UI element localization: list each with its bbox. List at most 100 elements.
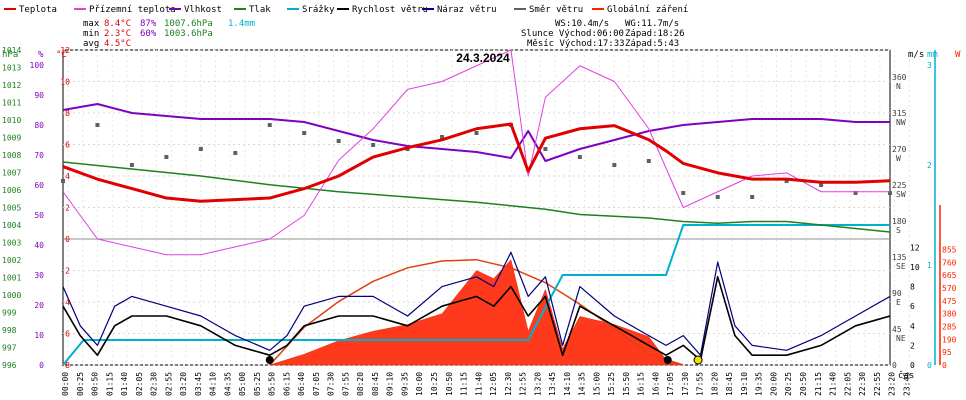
wind-direction-point [129,163,134,167]
legend-label-6: Náraz větru [437,5,497,15]
x-tick-label: 06:15 [282,372,291,396]
wind-gust-line [62,251,891,356]
wind-direction-point [371,143,376,147]
x-tick-label: 12:05 [489,372,498,396]
x-tick-label: 05:25 [253,372,262,396]
w-tick: 570 [942,284,957,293]
ms-axis-label: m/s [908,50,924,60]
x-tick-label: 15:00 [592,372,601,396]
dir-tick-value: 90 [892,289,902,298]
pct-tick: 20 [34,301,44,310]
x-tick-label: 05:50 [268,372,277,396]
pct-tick: 60 [34,181,44,190]
x-tick-label: 03:45 [194,372,203,396]
x-tick-label: 17:30 [681,372,690,396]
mm-tick: 2 [927,161,932,170]
wind-direction-point [715,195,720,199]
x-tick-label: 00:25 [76,372,85,396]
x-tick-label: 07:55 [341,372,350,396]
pct-tick: 40 [34,241,44,250]
x-tick-label: 01:15 [105,372,114,396]
x-tick-label: 00:00 [61,372,70,396]
x-tick-label: 07:05 [312,372,321,396]
info-wg: WG:11.7m/s [625,19,679,29]
dir-tick-value: 45 [892,325,902,334]
x-tick-label: 02:05 [135,372,144,396]
temp-tick: -2 [60,267,70,276]
x-tick-label: 16:40 [651,372,660,396]
wind-direction-point [612,163,617,167]
ms-tick: 8 [910,283,915,292]
x-tick-label: 19:10 [740,372,749,396]
wind-direction-point [474,131,479,135]
dir-tick-label: W [896,154,901,163]
wind-direction-point [61,179,65,183]
radiation-area [269,259,684,366]
ms-tick: 2 [910,341,915,350]
hpa-tick: 1011 [2,99,21,108]
wind-direction-point [646,159,651,163]
hpa-tick: 999 [2,309,17,318]
temp-tick: -4 [60,298,70,307]
hpa-tick: 1010 [2,116,21,125]
temp-axis-label: °C [56,50,67,60]
pct-tick: 90 [34,91,44,100]
stat-label: max [83,19,100,29]
info-sun: Slunce Východ:06:00 [521,29,624,39]
temperature-line [62,122,891,203]
dir-tick-label: N [896,82,901,91]
x-tick-label: 22:55 [873,372,882,396]
mm-tick: 3 [927,61,932,70]
info-ws: WS:10.4m/s [555,19,609,29]
wind-direction-point [198,147,203,151]
x-tick-label: 21:15 [814,372,823,396]
x-tick-label: 02:55 [164,372,173,396]
x-tick-label: 22:30 [858,372,867,396]
x-tick-label: 11:40 [474,372,483,396]
x-tick-label: 23:20 [888,372,897,396]
x-tick-label: 06:40 [297,372,306,396]
ms-tick: 10 [910,263,920,272]
x-tick-label: 10:50 [445,372,454,396]
x-tick-label: 04:10 [209,372,218,396]
x-tick-label: 20:25 [784,372,793,396]
info-moon: Měsíc Východ:17:33 [527,39,625,49]
hpa-tick: 1001 [2,274,21,283]
clear-sky-radiation-line [269,258,684,366]
hpa-tick: 1000 [2,291,21,300]
hpa-tick: 1004 [2,221,21,230]
temp-tick: 12 [60,46,70,55]
stat-label: avg [83,39,99,49]
pressure-line [62,161,891,233]
wind-direction-point [267,123,272,127]
info-moon-set: Západ:5:43 [625,39,679,49]
x-tick-label: 09:35 [400,372,409,396]
stat-temp: 2.3°C [104,29,131,39]
dir-tick-label: NE [896,334,906,343]
stat-temp: 4.5°C [104,39,131,49]
x-tick-label: 03:20 [179,372,188,396]
x-tick-label: 10:25 [430,372,439,396]
dir-tick-label: SE [896,262,906,271]
hpa-tick: 1002 [2,256,21,265]
x-tick-label: 05:00 [238,372,247,396]
x-tick-label: 04:35 [223,372,232,396]
wind-direction-point [233,151,238,155]
w-tick: 95 [942,348,952,357]
x-tick-label: 20:00 [769,372,778,396]
pct-tick: 50 [34,211,44,220]
hpa-tick: 996 [2,361,17,370]
dir-tick-label: NW [896,118,906,127]
wind-direction-point [681,191,686,195]
x-tick-label: 13:20 [533,372,542,396]
w-tick: 380 [942,310,957,319]
wind-speed-line [62,275,891,361]
dir-tick-label: SW [896,190,906,199]
hpa-tick: 1014 [2,46,21,55]
chart-title: 24.3.2024 [456,51,510,65]
wind-direction-point [164,155,169,159]
mm-tick: 0 [927,361,932,370]
ms-tick: 4 [910,322,915,331]
dir-tick-value: 315 [892,109,907,118]
x-tick-label: 10:00 [415,372,424,396]
